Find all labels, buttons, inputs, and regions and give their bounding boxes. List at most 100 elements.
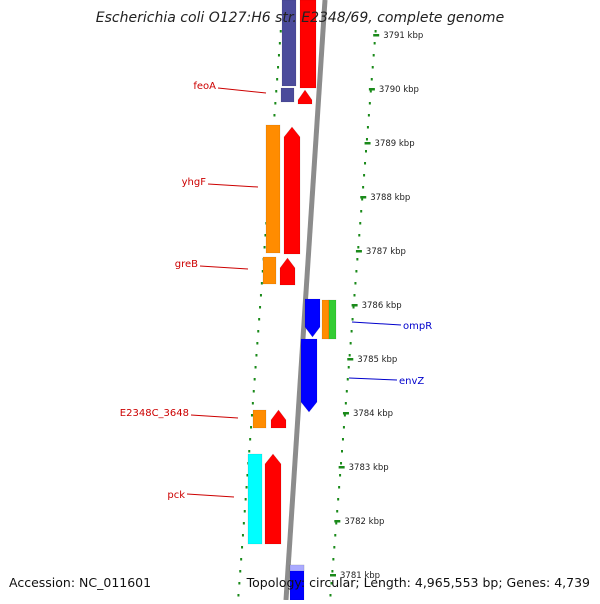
cds-blue-ompR — [304, 298, 321, 338]
tick-label: 3789 kbp — [375, 139, 415, 149]
gene-label-e2348c_3648: E2348C_3648 — [120, 408, 189, 419]
tick-mark — [373, 34, 380, 37]
track-dot — [370, 78, 373, 81]
feature-orange-yhgF — [265, 124, 281, 254]
track-dot — [261, 270, 264, 273]
gene-label-envz: envZ — [399, 376, 424, 387]
track-dot — [342, 426, 345, 429]
track-dot — [343, 414, 346, 417]
track-dot — [350, 330, 353, 333]
tick-mark — [368, 88, 375, 91]
cds-red-E2348C_3648 — [270, 409, 287, 429]
track-dot — [246, 474, 249, 477]
track-dot — [345, 390, 348, 393]
tick-mark — [364, 142, 371, 145]
track-dot — [277, 54, 280, 57]
tick-label: 3786 kbp — [362, 301, 402, 311]
track-dot — [373, 42, 376, 45]
gene-leader-line — [190, 414, 239, 419]
track-dot — [337, 498, 340, 501]
gene-label-yhgf: yhgF — [182, 177, 207, 188]
tick-label: 3787 kbp — [366, 247, 406, 257]
track-dot — [340, 462, 343, 465]
track-dot — [346, 378, 349, 381]
tick-label: 3782 kbp — [344, 517, 384, 527]
track-dot — [256, 342, 259, 345]
track-dot — [331, 570, 334, 573]
tick-mark — [342, 412, 349, 415]
track-dot — [341, 438, 344, 441]
track-dot — [249, 438, 252, 441]
track-dot — [248, 450, 251, 453]
feature-orange-E2348C_3648 — [252, 409, 267, 429]
track-dot — [353, 294, 356, 297]
gene-label-feoa: feoA — [193, 81, 216, 92]
track-dot — [367, 114, 370, 117]
tick-label: 3784 kbp — [353, 409, 393, 419]
track-dot — [255, 354, 258, 357]
track-dot — [239, 570, 242, 573]
track-dot — [241, 546, 244, 549]
accession-footer: Accession: NC_011601 — [9, 575, 151, 590]
track-dot — [260, 282, 263, 285]
cds-red-yhgF — [283, 126, 301, 255]
track-dot — [240, 558, 243, 561]
track-dot — [279, 30, 282, 33]
cds-blue-envZ — [300, 338, 318, 413]
track-dot — [359, 222, 362, 225]
tick-mark — [347, 358, 354, 361]
gene-label-greb: greB — [175, 259, 198, 270]
track-dot — [369, 90, 372, 93]
track-dot — [362, 186, 365, 189]
track-dot — [259, 306, 262, 309]
track-dot — [371, 66, 374, 69]
track-dot — [368, 102, 371, 105]
track-dot — [355, 270, 358, 273]
track-dot — [374, 30, 377, 33]
feature-purple-top — [281, 0, 297, 87]
track-dot — [258, 318, 261, 321]
track-dot — [356, 258, 359, 261]
track-dot — [351, 318, 354, 321]
cds-red-top — [299, 0, 317, 89]
track-dot — [251, 402, 254, 405]
track-dot — [361, 198, 364, 201]
tick-mark — [338, 466, 345, 469]
track-dot — [339, 474, 342, 477]
track-dot — [252, 390, 255, 393]
feature-orange-greB — [262, 256, 277, 285]
track-dot — [358, 234, 361, 237]
track-dot — [250, 414, 253, 417]
track-dot — [372, 54, 375, 57]
track-dot — [278, 42, 281, 45]
accession-value: NC_011601 — [79, 575, 152, 590]
track-dot — [245, 486, 248, 489]
track-dot — [263, 246, 266, 249]
track-dot — [238, 582, 241, 585]
gene-leader-line — [207, 183, 259, 188]
tick-label: 3790 kbp — [379, 85, 419, 95]
track-dot — [365, 150, 367, 153]
track-dot — [276, 78, 279, 81]
cds-red-greB — [279, 257, 296, 286]
tick-mark — [334, 520, 341, 523]
track-dot — [364, 162, 367, 165]
topology-footer: Topology: circular; Length: 4,965,553 bp… — [246, 575, 590, 590]
tick-label: 3791 kbp — [383, 31, 423, 41]
feature-orange-ompR — [321, 299, 330, 340]
map-title: Escherichia coli O127:H6 str. E2348/69, … — [95, 10, 505, 26]
track-dot — [253, 378, 256, 381]
track-dot — [329, 594, 332, 597]
cds-red-pck — [264, 453, 282, 545]
track-dot — [363, 174, 366, 177]
track-dot — [352, 306, 355, 309]
track-dot — [259, 294, 262, 297]
track-dot — [332, 558, 335, 561]
track-dot — [277, 66, 280, 69]
gene-leader-line — [199, 265, 249, 270]
track-dot — [254, 366, 257, 369]
feature-cyan-pck — [247, 453, 263, 545]
track-dot — [338, 486, 341, 489]
